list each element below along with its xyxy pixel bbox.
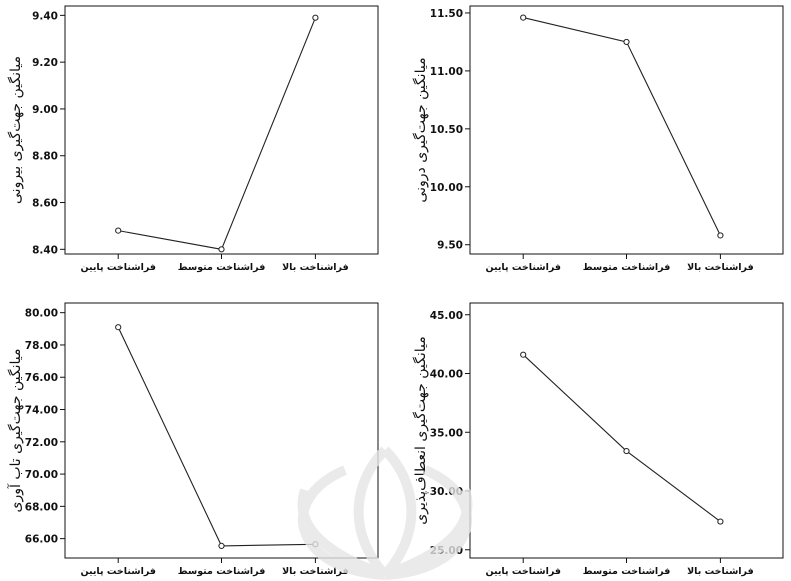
data-point <box>115 227 122 234</box>
x-category-label: فراشناخت متوسط <box>583 262 671 273</box>
data-point <box>623 447 630 455</box>
y-tick-label: 70.00 <box>25 469 58 481</box>
data-point <box>218 542 225 549</box>
x-category-label: فراشناخت بالا <box>687 566 754 577</box>
y-tick-label: 9.00 <box>32 104 58 116</box>
x-category-label: فراشناخت پایین <box>485 262 561 273</box>
y-tick-label: 25.00 <box>430 545 463 557</box>
y-tick-label: 8.40 <box>32 244 58 256</box>
y-tick-label: 45.00 <box>430 310 463 322</box>
y-tick-label: 40.00 <box>430 369 463 381</box>
x-category-label: فراشناخت پایین <box>485 566 561 577</box>
data-point <box>623 38 630 46</box>
y-tick-label: 9.50 <box>437 240 463 252</box>
series-line <box>522 354 721 523</box>
y-axis-title: میانگین جهت‌گیری انعطاف‌پذیری <box>412 336 429 524</box>
series-line <box>523 17 721 236</box>
y-tick-label: 66.00 <box>25 534 58 546</box>
y-tick-label: 80.00 <box>25 308 58 320</box>
data-point <box>520 351 527 358</box>
x-category-label: فراشناخت بالا <box>282 262 349 273</box>
x-category-label: فراشناخت بالا <box>282 566 349 577</box>
y-tick-label: 9.40 <box>32 10 58 22</box>
y-tick-label: 8.80 <box>32 151 58 163</box>
y-tick-label: 35.00 <box>430 427 463 439</box>
y-axis-title: میانگین جهت‌گیری تاب آوری <box>7 349 24 513</box>
x-category-label: فراشناخت بالا <box>687 262 754 273</box>
y-axis-title: میانگین جهت‌گیری بیرونی <box>7 56 24 204</box>
data-point <box>520 14 527 21</box>
data-point <box>218 246 225 253</box>
chart-2: 9.50 10.00 10.50 11.00 11.50 فراشناخت پایین فر… <box>412 5 784 273</box>
y-tick-label: 68.00 <box>25 501 58 513</box>
y-tick-label: 72.00 <box>25 437 58 449</box>
y-tick-label: 10.50 <box>430 124 463 136</box>
y-tick-label: 11.00 <box>430 66 463 78</box>
data-point <box>312 14 319 21</box>
data-point <box>115 324 122 331</box>
y-tick-label: 9.20 <box>32 57 58 69</box>
x-category-label: فراشناخت متوسط <box>178 566 266 577</box>
data-point <box>717 232 724 239</box>
y-tick-label: 76.00 <box>25 372 58 384</box>
chart-3: 66.00 68.00 70.00 72.00 74.00 76.00 78.00 80.00… <box>7 302 379 577</box>
data-point <box>717 518 724 525</box>
plot-frame <box>64 5 379 255</box>
y-tick-label: 78.00 <box>25 340 58 352</box>
data-point <box>312 541 319 548</box>
x-category-label: فراشناخت پایین <box>80 262 156 273</box>
x-category-label: فراشناخت متوسط <box>583 566 671 577</box>
y-tick-label: 8.60 <box>32 198 58 210</box>
y-tick-label: 11.50 <box>430 8 463 20</box>
y-axis-title: میانگین جهت‌گیری درونی <box>412 57 429 202</box>
y-tick-label: 10.00 <box>430 182 463 194</box>
chart-4: 25.00 30.00 35.00 40.00 45.00 فراشناخت پایین ف… <box>412 302 784 577</box>
plot-frame <box>64 302 379 559</box>
y-tick-label: 30.00 <box>430 486 463 498</box>
chart-1: 8.40 8.60 8.80 9.00 9.20 9.40 فراشناخت پایین فر… <box>7 5 379 273</box>
y-tick-label: 74.00 <box>25 405 58 417</box>
x-category-label: فراشناخت متوسط <box>178 262 266 273</box>
series-line <box>118 17 316 250</box>
plot-frame <box>469 302 784 559</box>
x-category-label: فراشناخت پایین <box>80 566 156 577</box>
series-line <box>117 326 316 547</box>
